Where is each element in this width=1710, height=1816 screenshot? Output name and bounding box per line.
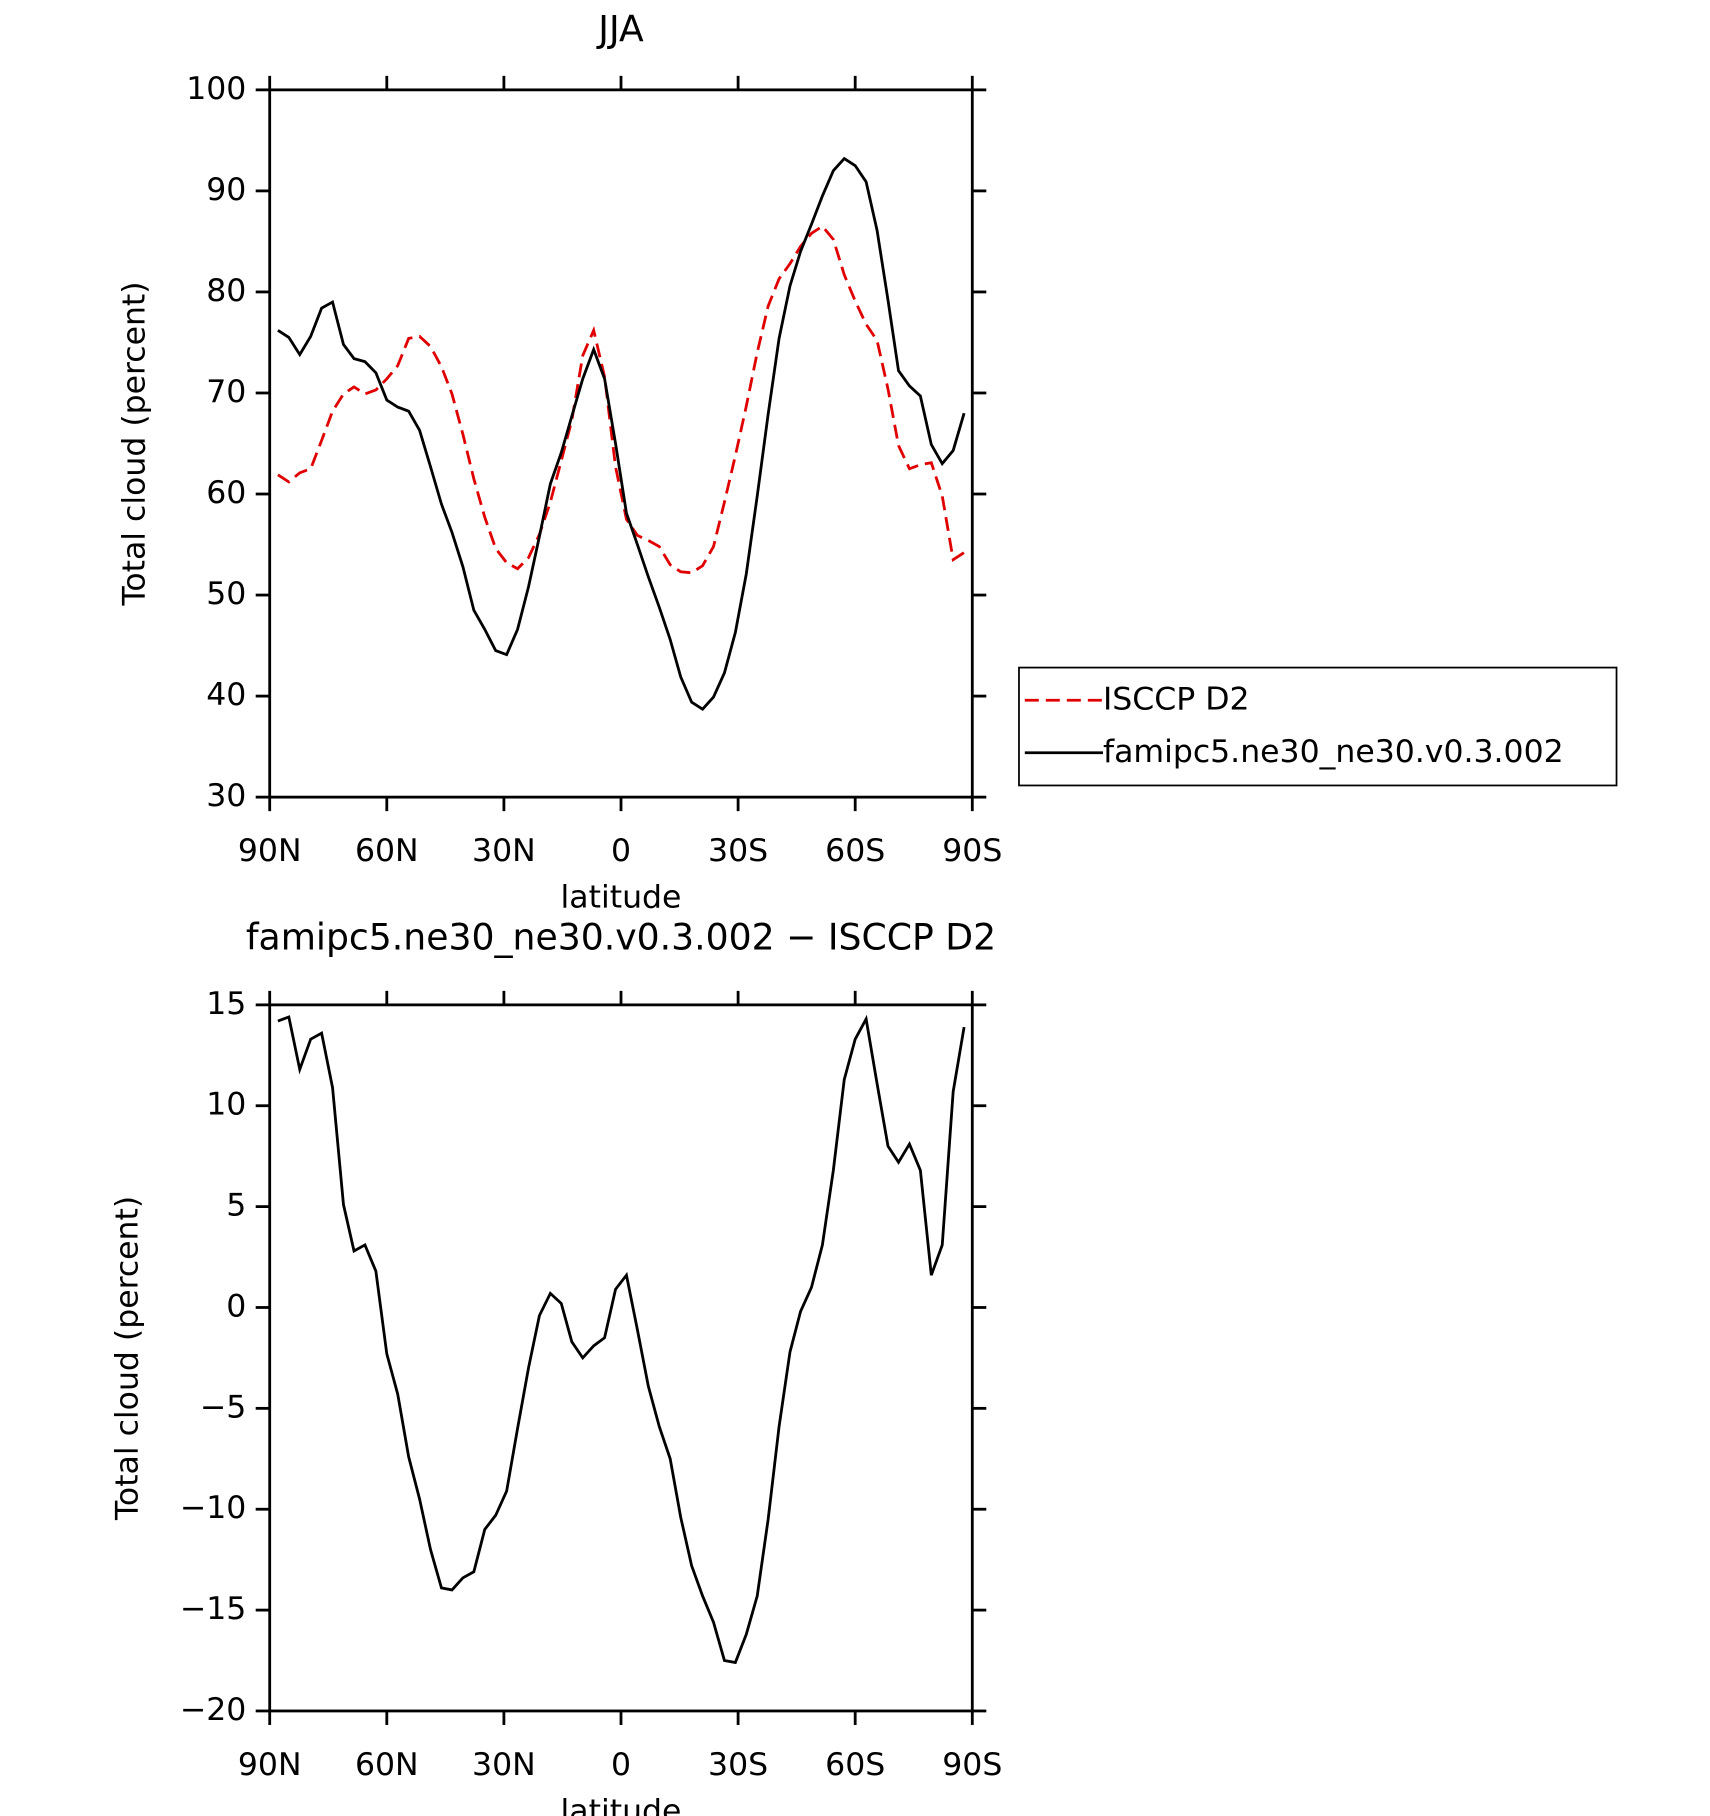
x-tick-label: 30N	[472, 833, 536, 869]
chart-title: famipc5.ne30_ne30.v0.3.002 − ISCCP D2	[246, 916, 996, 959]
y-tick-label: 70	[206, 374, 246, 410]
y-tick-label: 15	[206, 986, 246, 1022]
y-tick-label: −5	[200, 1389, 246, 1425]
y-tick-label: 30	[206, 778, 246, 814]
x-axis-label: latitude	[561, 1793, 682, 1816]
plot-frame	[268, 1003, 974, 1713]
x-tick-label: 60N	[355, 833, 419, 869]
x-tick-label: 60S	[825, 833, 885, 869]
legend-label: famipc5.ne30_ne30.v0.3.002	[1103, 734, 1564, 770]
x-tick-label: 0	[611, 1747, 631, 1783]
data-line	[277, 156, 966, 712]
x-tick-label: 60N	[355, 1747, 419, 1783]
x-tick-label: 90S	[942, 833, 1002, 869]
legend-box	[1018, 666, 1618, 787]
y-tick-label: 100	[186, 71, 246, 107]
y-tick-label: 80	[206, 273, 246, 309]
y-tick-label: 40	[206, 677, 246, 713]
y-tick-label: 90	[206, 172, 246, 208]
data-line	[277, 1014, 966, 1665]
y-axis-label: Total cloud (percent)	[109, 1196, 145, 1521]
plot-frame	[268, 88, 974, 799]
y-tick-label: 50	[206, 576, 246, 612]
x-tick-label: 90N	[238, 833, 302, 869]
chart-title: JJA	[596, 8, 644, 51]
y-tick-label: 0	[226, 1288, 246, 1324]
y-tick-label: 5	[226, 1188, 246, 1224]
x-tick-label: 30N	[472, 1747, 536, 1783]
y-tick-label: 10	[206, 1087, 246, 1123]
x-tick-label: 60S	[825, 1747, 885, 1783]
x-axis-label: latitude	[561, 880, 682, 916]
x-tick-label: 90N	[238, 1747, 302, 1783]
y-axis-label: Total cloud (percent)	[116, 281, 152, 606]
y-tick-label: 60	[206, 475, 246, 511]
data-line	[277, 224, 965, 575]
legend-label: ISCCP D2	[1103, 681, 1250, 717]
y-tick-label: −10	[180, 1490, 246, 1526]
y-tick-label: −20	[180, 1692, 246, 1728]
y-tick-label: −15	[180, 1591, 246, 1627]
x-tick-label: 30S	[708, 833, 768, 869]
x-tick-label: 90S	[942, 1747, 1002, 1783]
x-tick-label: 0	[611, 833, 631, 869]
x-tick-label: 30S	[708, 1747, 768, 1783]
